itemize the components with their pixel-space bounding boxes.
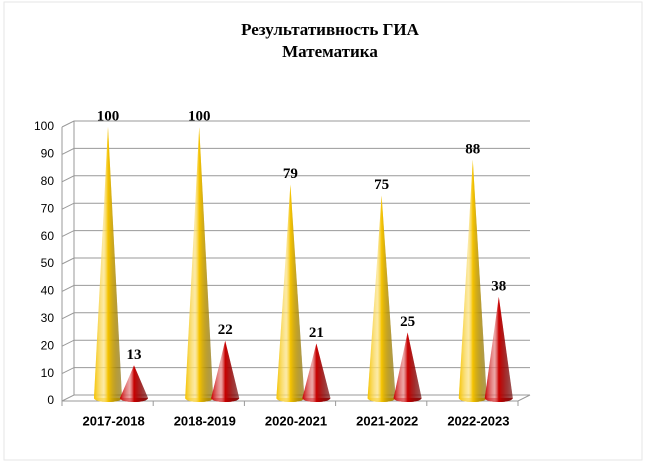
y-tick-label: 100 bbox=[34, 119, 54, 133]
cone-shade bbox=[302, 343, 331, 402]
grid-line bbox=[61, 120, 530, 128]
x-tick-label: 2021-2022 bbox=[356, 413, 418, 428]
cone-shade bbox=[393, 332, 422, 402]
value-label: 100 bbox=[188, 108, 211, 124]
y-tick-label: 60 bbox=[41, 229, 55, 243]
grid-line bbox=[61, 230, 530, 238]
cone-shade bbox=[211, 340, 240, 402]
value-label: 25 bbox=[400, 314, 415, 330]
grid-line bbox=[61, 202, 530, 210]
y-tick-label: 70 bbox=[41, 201, 55, 215]
x-tick-label: 2017-2018 bbox=[83, 413, 145, 428]
y-tick-label: 50 bbox=[41, 256, 55, 270]
value-label: 22 bbox=[218, 322, 233, 338]
cone bbox=[185, 127, 214, 402]
cone bbox=[211, 340, 240, 402]
cone bbox=[484, 296, 513, 402]
value-label: 21 bbox=[309, 325, 324, 341]
x-tick-label: 2020-2021 bbox=[265, 413, 327, 428]
y-tick-label: 30 bbox=[41, 311, 55, 325]
cone bbox=[458, 159, 487, 402]
cone-shade bbox=[458, 159, 487, 402]
value-label: 38 bbox=[491, 278, 506, 294]
chart-subtitle: Математика bbox=[282, 42, 378, 61]
cone-shade bbox=[94, 127, 122, 402]
y-tick-label: 90 bbox=[41, 147, 55, 161]
grid-line bbox=[61, 147, 530, 155]
cone-shade bbox=[120, 365, 148, 402]
cone bbox=[120, 365, 148, 402]
value-label: 88 bbox=[465, 141, 480, 157]
cone bbox=[302, 343, 331, 402]
cone bbox=[276, 184, 305, 402]
y-tick-label: 40 bbox=[41, 284, 55, 298]
grid-line bbox=[61, 257, 530, 265]
value-label: 75 bbox=[374, 177, 389, 193]
value-label: 79 bbox=[283, 166, 298, 182]
x-tick-label: 2018-2019 bbox=[174, 413, 236, 428]
cone-shade bbox=[276, 184, 305, 402]
cone-shade bbox=[367, 195, 396, 402]
cone-shade bbox=[484, 296, 513, 402]
cone bbox=[367, 195, 396, 402]
y-tick-label: 80 bbox=[41, 174, 55, 188]
y-tick-label: 10 bbox=[41, 366, 55, 380]
chart-border bbox=[3, 1, 643, 461]
value-label: 13 bbox=[127, 347, 142, 363]
value-label: 100 bbox=[97, 108, 120, 124]
y-tick-label: 0 bbox=[47, 393, 54, 407]
x-tick-label: 2022-2023 bbox=[447, 413, 509, 428]
y-tick-label: 20 bbox=[41, 338, 55, 352]
chart-title: Результативность ГИА bbox=[241, 20, 420, 39]
cone-shade bbox=[185, 127, 214, 402]
grid-line bbox=[61, 175, 530, 183]
cone bbox=[94, 127, 122, 402]
cone bbox=[393, 332, 422, 402]
